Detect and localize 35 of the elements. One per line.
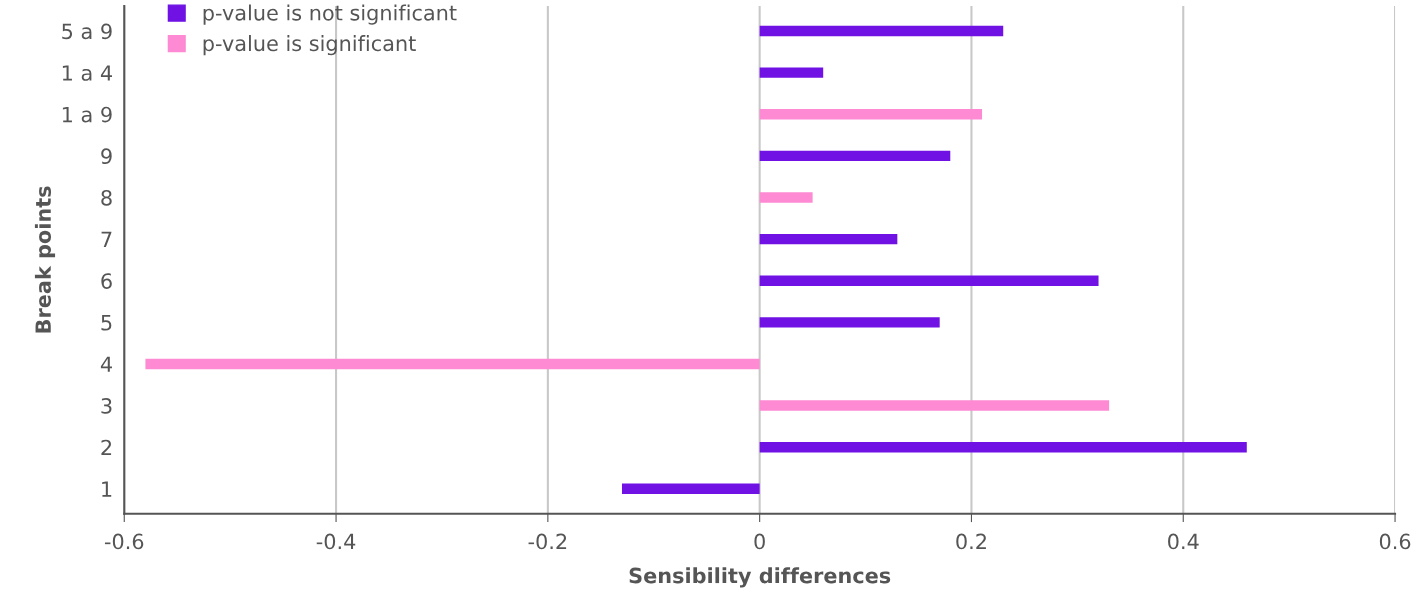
bar — [759, 317, 940, 328]
bar — [759, 150, 951, 162]
y-tick-label: 1 — [102, 481, 112, 497]
bar — [145, 358, 760, 370]
x-tick-label: -0.4 — [316, 533, 356, 550]
bar — [759, 25, 1004, 37]
y-tick-label: 1 a 9 — [62, 106, 112, 123]
bar — [759, 109, 983, 120]
legend-label: p-value is not significant — [203, 4, 457, 25]
y-tick-label: 3 — [101, 398, 112, 414]
bar — [759, 400, 1110, 411]
bar — [759, 67, 824, 78]
bar — [759, 441, 1247, 453]
x-tick-label: 0.2 — [956, 533, 986, 550]
x-tick-label: 0.6 — [1379, 533, 1411, 550]
bar — [759, 233, 898, 245]
y-tick-label: 5 — [101, 315, 112, 331]
y-tick-label: 9 — [101, 148, 112, 165]
x-tick-label: 0.4 — [1168, 533, 1199, 550]
x-tick-label: -0.2 — [528, 533, 567, 550]
y-tick-label: 4 — [100, 356, 112, 372]
y-axis-title: Break points — [34, 186, 56, 333]
y-tick-label: 6 — [101, 273, 112, 289]
x-tick-label: 0 — [754, 533, 765, 550]
bar — [759, 275, 1099, 286]
y-tick-label: 7 — [101, 231, 112, 248]
x-axis-title: Sensibility differences — [629, 567, 891, 588]
y-tick-label: 5 a 9 — [62, 23, 112, 40]
bar — [621, 483, 760, 494]
y-tick-label: 1 a 4 — [62, 65, 112, 81]
legend-label: p-value is significant — [203, 35, 416, 56]
x-tick-label: -0.6 — [104, 533, 144, 550]
bar — [759, 192, 813, 203]
y-tick-label: 8 — [101, 189, 112, 206]
y-tick-label: 2 — [101, 439, 112, 456]
